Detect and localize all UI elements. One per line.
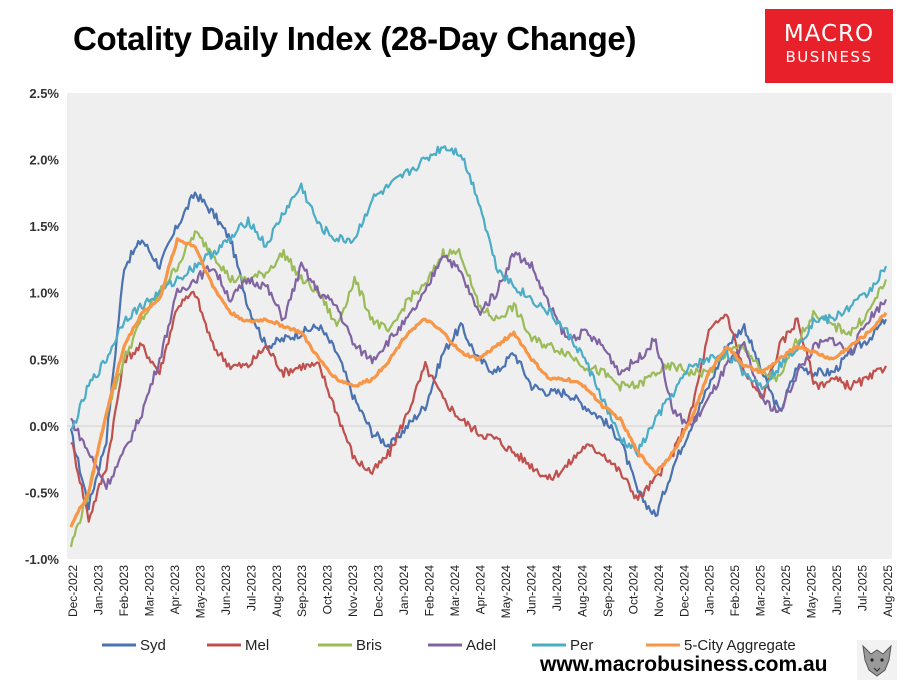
x-tick-label: Aug-2025 [881,565,895,617]
x-tick-label: Sep-2023 [295,565,309,617]
series-line-5-city-aggregate [69,237,888,528]
x-tick-label: Apr-2024 [474,565,488,615]
x-axis: Dec-2022 Jan-2023 Feb-2023 Mar-2023 Apr-2023… [66,565,895,619]
x-tick-label: Mar-2024 [448,565,462,617]
x-tick-label: Jan-2023 [91,565,105,615]
x-tick-label: Oct-2024 [626,565,640,615]
x-tick-label: Nov-2024 [652,565,666,617]
y-tick-label: -1.0% [25,552,59,567]
y-tick-label: 1.0% [29,286,59,301]
logo-line-1: MACRO [783,21,875,47]
y-axis: 2.5% 2.0% 1.5% 1.0% 0.5% 0.0% -0.5% -1.0% [25,86,59,567]
x-tick-label: Jan-2025 [703,565,717,615]
x-tick-label: Mar-2025 [754,565,768,617]
series-line-syd [69,191,888,518]
legend-label: Per [570,637,593,654]
x-tick-label: May-2024 [499,565,513,619]
series-line-per [70,145,888,458]
x-tick-label: Dec-2023 [372,565,386,617]
y-tick-label: 2.5% [29,86,59,101]
legend-label: Bris [356,637,382,654]
legend-label: Mel [245,637,269,654]
x-tick-label: Jul-2025 [856,565,870,611]
x-tick-label: Jun-2024 [524,565,538,615]
series-layer [69,145,888,548]
macrobusiness-logo: MACRO BUSINESS [765,9,893,83]
y-tick-label: 0.0% [29,419,59,434]
y-tick-label: 0.5% [29,352,59,367]
legend-label: Adel [466,637,496,654]
x-tick-label: Apr-2025 [779,565,793,615]
chart-title: Cotality Daily Index (28-Day Change) [73,20,637,57]
x-tick-label: Nov-2023 [346,565,360,617]
x-tick-label: Feb-2024 [423,565,437,617]
plot-area [67,93,892,559]
x-tick-label: Aug-2023 [270,565,284,617]
x-tick-label: Dec-2024 [677,565,691,617]
x-tick-label: Feb-2025 [728,565,742,617]
x-tick-label: Jun-2023 [219,565,233,615]
legend-label: Syd [140,637,166,654]
x-tick-label: Dec-2022 [66,565,80,617]
legend: Syd Mel Bris Adel Per 5-City Aggregate [102,637,796,654]
series-line-adel [70,251,888,490]
x-tick-label: Aug-2024 [575,565,589,617]
x-tick-label: May-2023 [193,565,207,619]
x-tick-label: Apr-2023 [168,565,182,615]
series-line-bris [69,230,888,548]
y-tick-label: -0.5% [25,485,59,500]
x-tick-label: Mar-2023 [142,565,156,617]
y-tick-label: 1.5% [29,219,59,234]
x-tick-label: Jul-2023 [244,565,258,611]
wolf-icon [857,640,897,680]
x-tick-label: Jan-2024 [397,565,411,615]
x-tick-label: Jun-2025 [830,565,844,615]
x-tick-label: Feb-2023 [117,565,131,617]
legend-label: 5-City Aggregate [684,637,796,654]
x-tick-label: Sep-2024 [601,565,615,617]
logo-line-2: BUSINESS [785,48,873,66]
x-tick-label: Jul-2024 [550,565,564,611]
y-tick-label: 2.0% [29,153,59,168]
x-tick-label: Oct-2023 [321,565,335,615]
website-url: www.macrobusiness.com.au [540,653,828,676]
x-tick-label: May-2025 [805,565,819,619]
